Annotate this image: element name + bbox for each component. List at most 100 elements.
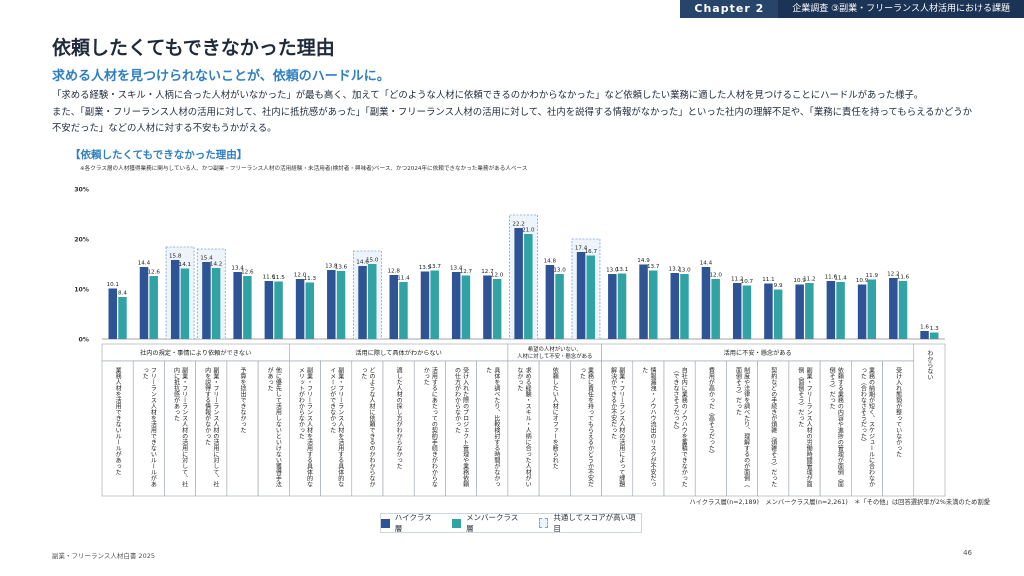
category-label: 具体を調べたり、比較検討する時間がなかっ: [493, 367, 500, 487]
bar-high: [451, 272, 461, 339]
publication-name: 副業・フリーランス人材白書 2025: [52, 552, 155, 560]
description: 「求める経験・スキル・人柄に合った人材がいなかった」が最も高く、加えて「どのよう…: [52, 88, 992, 138]
bar-member: [367, 264, 377, 339]
data-label: 22.2: [512, 222, 524, 228]
data-label: 11.5: [272, 275, 285, 281]
category-cell: [913, 343, 946, 497]
legend-swatch-high: [381, 518, 390, 528]
bar-high: [764, 283, 773, 339]
data-label: 13.6: [335, 265, 348, 271]
page-subtitle: 求める人材を見つけられないことが、依頼のハードルに。: [52, 69, 390, 84]
data-label: 12.7: [481, 269, 494, 275]
data-label: 21.0: [522, 228, 535, 234]
group-label: 社内の規定・事情により依頼ができない: [140, 349, 251, 357]
data-label: 11.1: [762, 277, 775, 283]
data-label: 1.3: [930, 326, 939, 332]
data-label: 13.0: [678, 268, 691, 274]
category-label: 業務に責任を持ってもらえるかどうか不安だ: [587, 366, 594, 488]
category-cell: [413, 360, 446, 497]
data-label: 14.4: [138, 261, 151, 267]
category-cell: [476, 360, 509, 497]
chapter-label: Chapter 2: [680, 0, 779, 18]
bar-member: [805, 283, 814, 339]
category-cell: [320, 360, 353, 497]
category-label: かった: [422, 367, 429, 385]
category-cell: [382, 360, 415, 497]
bar-high: [514, 228, 523, 339]
category-cell: [538, 360, 571, 497]
category-label: 副業・フリーランス人材の労働時間管理が面: [805, 366, 812, 488]
data-label: 13.7: [647, 264, 660, 270]
bar-member: [430, 270, 439, 339]
category-label: 内に抵抗感があった: [172, 366, 179, 421]
category-label: 副業・フリーランス人材の活用に対して、社: [181, 366, 188, 488]
data-label: 13.4: [450, 266, 463, 272]
data-label: 12.0: [491, 273, 504, 279]
legend-label-member: メンバークラス層: [466, 513, 519, 533]
category-cell: [882, 360, 915, 497]
category-label: 受け入れた際のプロジェクト管理や業務依頼: [462, 366, 469, 488]
category-label: 業務人材を活用できないルールがあった: [114, 366, 121, 475]
group-label: 希望の人材がいない、: [528, 345, 582, 353]
y-tick-label: 20%: [74, 237, 89, 244]
data-label: 11.6: [825, 275, 838, 281]
category-label: フリーランス人材を活用できないルールがあ: [149, 367, 156, 487]
bar-member: [648, 270, 658, 339]
data-label: 14.6: [356, 260, 369, 266]
bar-member: [867, 279, 877, 339]
category-label: 費用が高かった（高そうだった）: [707, 366, 714, 457]
category-label: の仕方がわからなかった: [453, 367, 460, 433]
bar-member: [742, 285, 752, 339]
group-label: 活用に際して具体がわからない: [355, 349, 441, 357]
data-label: 11.9: [866, 273, 879, 279]
bar-member: [461, 275, 471, 339]
description-line: また、「副業・フリーランス人材の活用に対して、社内に抵抗感があった」「副業・フリ…: [52, 106, 973, 118]
highlight-box: [571, 238, 601, 340]
category-cell: [164, 360, 196, 497]
category-label: 業務の納期が短く、スケジュールに合わなか: [868, 366, 875, 488]
data-label: 8.4: [118, 291, 127, 297]
category-label: 他に優先して活用しないといけない獲得手法: [274, 366, 281, 488]
data-label: 12.0: [709, 273, 722, 279]
legend-label-common: 共通してスコアが高い項目: [553, 513, 636, 533]
data-label: 12.2: [887, 272, 899, 278]
category-label: （できなさそうだった）: [672, 367, 679, 433]
bar-member: [149, 276, 158, 339]
category-label: 自社内に業務のノウハウを蓄積できなかった: [680, 366, 687, 487]
bar-member: [305, 282, 315, 339]
bar-member: [492, 279, 502, 339]
bar-high: [202, 262, 211, 339]
data-label: 17.4: [575, 246, 588, 252]
category-label: った: [578, 367, 585, 379]
data-label: 11.3: [304, 276, 317, 282]
description-line: 不安だった」などの人材に対する不安もうかがえる。: [52, 123, 277, 134]
bar-member: [180, 268, 190, 339]
y-tick-label: 0%: [78, 337, 89, 344]
y-tick-label: 10%: [74, 287, 89, 294]
category-label: わからない: [926, 350, 933, 380]
category-cell: [726, 360, 758, 497]
category-label: 倒そう）だった: [828, 366, 835, 409]
category-label: 受け入れ態勢が整っていなかった: [895, 366, 902, 457]
bar-high: [264, 281, 274, 339]
data-label: 1.6: [920, 325, 929, 331]
data-label: 14.8: [544, 259, 557, 265]
bar-member: [680, 274, 689, 339]
category-label: があった: [266, 366, 273, 391]
legend-label-high: ハイクラス層: [394, 513, 432, 533]
chart-title: 【依頼したくてもできなかった理由】: [70, 149, 248, 161]
legend-item-common: 共通してスコアが高い項目: [538, 512, 641, 534]
bar-member: [773, 289, 783, 339]
data-label: 15.0: [366, 258, 379, 264]
category-cell: [601, 360, 634, 497]
data-label: 10.7: [741, 279, 754, 285]
bar-member: [399, 282, 408, 339]
data-label: 12.6: [241, 270, 254, 276]
data-label: 9.9: [774, 283, 783, 289]
category-label: 活用するにあたっての契約手続きがわからな: [430, 366, 437, 487]
bar-high: [608, 274, 617, 339]
category-label: 解決ができるか不安だった: [610, 366, 617, 439]
data-label: 14.2: [210, 262, 222, 268]
data-label: 12.0: [294, 273, 307, 279]
data-label: 13.1: [616, 267, 629, 273]
